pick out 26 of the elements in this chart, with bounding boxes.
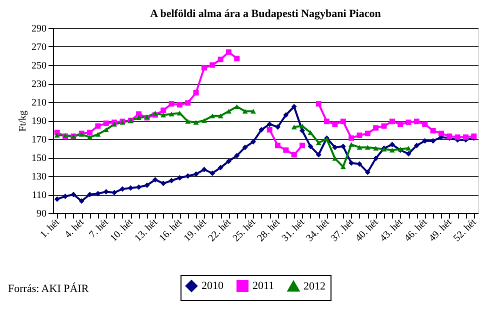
x-tick-label: 46. hét <box>402 216 430 244</box>
x-tick-label: 52. hét <box>452 216 479 244</box>
legend-label: 2012 <box>304 280 326 292</box>
chart-title: A belföldi alma ára a Budapesti Nagybani Piacon <box>150 8 381 20</box>
y-tick-label: 270 <box>32 42 46 53</box>
legend-label: 2011 <box>252 280 274 292</box>
y-tick-label: 130 <box>32 172 46 182</box>
x-tick-label: 40. hét <box>354 216 381 244</box>
y-tick-label: 230 <box>32 79 46 90</box>
text: Forrás: AKI PÁIR <box>8 282 90 295</box>
y-tick-label: 250 <box>32 60 46 72</box>
y-tick-label: 170 <box>32 134 46 146</box>
x-tick-label: 49. hét <box>427 216 454 244</box>
x-tick-label: 37. hét <box>329 216 356 244</box>
legend-label: 2010 <box>202 280 224 292</box>
y-tick-label: 110 <box>32 190 46 201</box>
x-tick-label: 4. hét <box>62 216 87 240</box>
y-tick-label: 190 <box>32 116 46 127</box>
y-tick-label: 210 <box>32 98 46 108</box>
y-axis-title: Ft/kg <box>18 110 28 132</box>
x-tick-label: 1. hét <box>38 216 62 240</box>
y-tick-label: 290 <box>32 24 46 34</box>
x-tick-label: 43. hét <box>378 216 406 244</box>
y-tick-label: 90 <box>36 208 46 220</box>
x-tick-label: 34. hét <box>304 216 332 244</box>
y-tick-label: 150 <box>32 153 46 164</box>
